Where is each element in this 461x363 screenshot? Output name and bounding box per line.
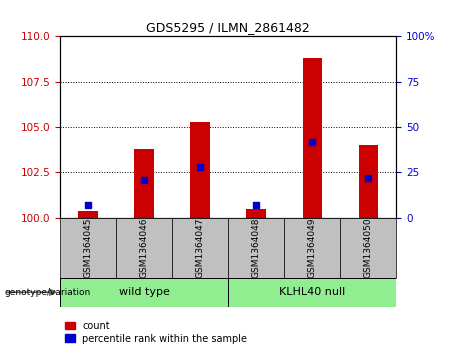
Point bbox=[253, 202, 260, 208]
Bar bbox=[116, 218, 172, 278]
Bar bbox=[284, 218, 340, 278]
Point bbox=[365, 175, 372, 181]
Legend: count, percentile rank within the sample: count, percentile rank within the sample bbox=[65, 321, 247, 344]
Text: GSM1364048: GSM1364048 bbox=[252, 217, 261, 278]
Text: wild type: wild type bbox=[118, 287, 170, 297]
Bar bbox=[302, 58, 322, 218]
Bar bbox=[247, 209, 266, 218]
Bar bbox=[60, 218, 116, 278]
Text: KLHL40 null: KLHL40 null bbox=[279, 287, 345, 297]
Text: GSM1364046: GSM1364046 bbox=[140, 217, 148, 278]
Text: GSM1364049: GSM1364049 bbox=[308, 217, 317, 278]
Bar bbox=[359, 145, 378, 218]
Bar bbox=[134, 149, 154, 218]
Text: GSM1364045: GSM1364045 bbox=[83, 217, 93, 278]
Bar bbox=[60, 278, 228, 307]
Text: GSM1364047: GSM1364047 bbox=[195, 217, 205, 278]
Point bbox=[140, 177, 148, 183]
Point bbox=[309, 139, 316, 144]
Bar bbox=[340, 218, 396, 278]
Text: GSM1364050: GSM1364050 bbox=[364, 217, 373, 278]
Bar bbox=[172, 218, 228, 278]
Bar bbox=[228, 278, 396, 307]
Bar bbox=[228, 218, 284, 278]
Bar bbox=[190, 122, 210, 218]
Point bbox=[84, 202, 92, 208]
Text: genotype/variation: genotype/variation bbox=[5, 289, 91, 297]
Title: GDS5295 / ILMN_2861482: GDS5295 / ILMN_2861482 bbox=[146, 21, 310, 34]
Point bbox=[196, 164, 204, 170]
Bar bbox=[78, 211, 98, 218]
